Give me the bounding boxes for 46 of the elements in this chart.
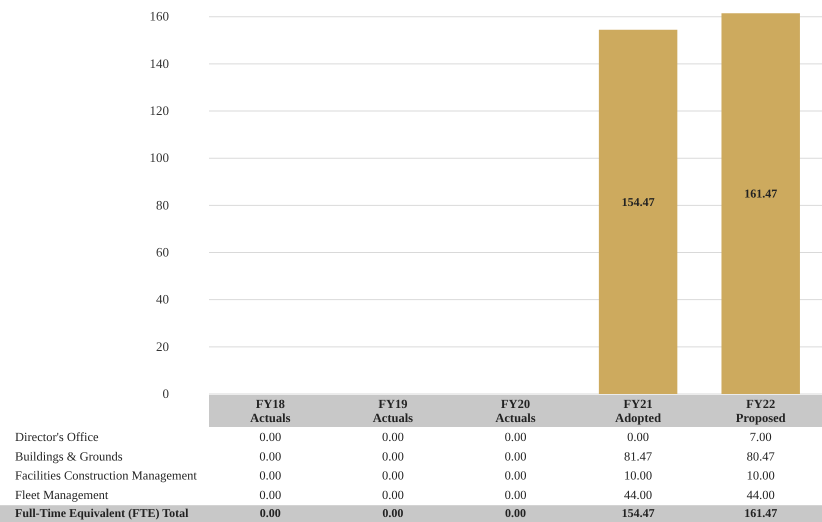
text: 0.00 (259, 468, 282, 483)
x-tick-label: FY20 Actuals (495, 397, 536, 425)
text: Full-Time Equivalent (FTE) Total (15, 506, 190, 520)
text: 0.00 (382, 488, 404, 502)
text: 7.00 (750, 430, 772, 444)
x-tick-label: FY18 Actuals (250, 397, 291, 425)
x-tick-label: FY21 Adopted (615, 397, 662, 425)
text: 44.00 (624, 488, 652, 502)
text: 161.47 (744, 186, 778, 201)
y-tick-label: 120 (150, 103, 169, 118)
text: 154.47 (622, 194, 655, 209)
x-tick-label: FY22 Proposed (736, 397, 786, 425)
text: 10.00 (624, 468, 652, 483)
data-label: 0.00 (382, 506, 404, 520)
text: 81.47 (624, 449, 652, 464)
text: Director's Office (15, 430, 100, 444)
y-tick-label: 60 (156, 244, 169, 260)
data-label: 154.47 (622, 506, 655, 520)
data-label: 0.00 (505, 506, 526, 520)
text: 80.47 (746, 449, 775, 464)
text: 10.00 (746, 468, 775, 483)
text: 0.00 (259, 430, 282, 444)
text: 0.00 (382, 468, 404, 483)
y-tick-label: 0 (162, 386, 169, 401)
text: 0.00 (382, 449, 404, 464)
text: Facilities Construction Management (15, 468, 198, 483)
text: 0.00 (504, 468, 526, 483)
text: 0.00 (504, 488, 526, 502)
y-tick-label: 40 (156, 292, 169, 307)
y-tick-label: 80 (156, 197, 169, 212)
y-tick-label: 160 (150, 8, 169, 24)
x-tick-label: FY19 Actuals (372, 397, 414, 425)
text: 44.00 (746, 488, 775, 502)
text: Buildings & Grounds (15, 449, 123, 464)
text: 0.00 (259, 488, 282, 502)
text: 0.00 (504, 449, 526, 464)
text: Fleet Management (15, 488, 109, 502)
text: 0.00 (259, 449, 282, 464)
data-label: 0.00 (260, 506, 281, 520)
text: 0.00 (627, 430, 650, 444)
text: 0.00 (382, 430, 404, 444)
y-tick-label: 140 (150, 56, 169, 71)
data-label: 161.47 (744, 506, 778, 520)
y-tick-label: 20 (156, 338, 169, 354)
text: 0.00 (504, 430, 526, 444)
y-tick-label: 100 (150, 150, 169, 166)
